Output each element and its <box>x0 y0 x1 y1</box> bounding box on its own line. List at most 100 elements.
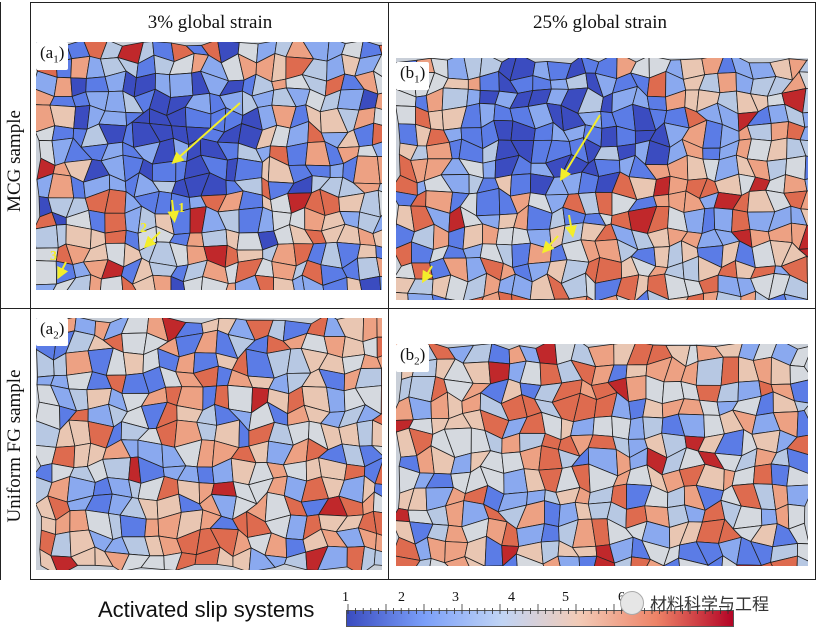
grain <box>798 71 808 89</box>
grain <box>372 53 382 77</box>
column-divider <box>388 2 389 580</box>
grain <box>768 293 787 300</box>
grain <box>211 481 237 497</box>
watermark: 材料科学与工程 <box>620 590 769 615</box>
grain <box>39 548 58 570</box>
grain <box>398 123 419 147</box>
grain <box>754 290 770 300</box>
grain <box>683 208 706 234</box>
grain <box>186 232 205 248</box>
grain <box>502 553 518 566</box>
grain <box>481 291 501 300</box>
grain <box>585 295 594 300</box>
grain <box>468 295 485 300</box>
grain <box>201 276 229 290</box>
grain <box>36 224 59 249</box>
grain <box>352 155 381 185</box>
grain <box>797 248 808 258</box>
grain <box>653 246 670 269</box>
grain <box>807 283 808 300</box>
grain <box>495 227 515 246</box>
grain <box>36 260 58 286</box>
grain <box>593 555 616 566</box>
figure-frame <box>30 2 816 580</box>
grain <box>234 157 263 182</box>
grain <box>376 156 382 185</box>
grain <box>380 385 382 415</box>
grain <box>800 208 808 226</box>
grain <box>646 95 668 112</box>
grain <box>789 364 808 385</box>
grain <box>796 409 808 438</box>
grain <box>542 555 561 566</box>
grain <box>170 275 186 290</box>
wechat-icon <box>620 590 644 615</box>
grain <box>373 107 382 126</box>
grain <box>476 187 501 217</box>
grain <box>196 466 215 485</box>
colorbar-tick-4: 4 <box>508 590 515 605</box>
grain <box>695 356 724 386</box>
grain <box>598 294 618 300</box>
grain <box>144 518 160 538</box>
grain <box>736 564 763 566</box>
grain <box>678 557 709 566</box>
grain <box>381 367 382 387</box>
grain <box>630 556 651 566</box>
grain <box>104 212 127 234</box>
grain <box>717 72 737 94</box>
grain <box>707 555 724 566</box>
grain <box>119 514 147 538</box>
grain <box>713 207 734 233</box>
grain <box>427 109 444 131</box>
grain <box>346 276 362 290</box>
grain <box>783 293 808 300</box>
grain <box>804 178 808 192</box>
grain <box>227 384 253 414</box>
column-title-25pct: 25% global strain <box>532 12 668 33</box>
grain <box>740 290 757 300</box>
grain <box>375 256 382 278</box>
figure-left-border <box>0 2 1 580</box>
grain <box>431 294 447 300</box>
grain <box>329 162 344 178</box>
grain <box>592 415 614 437</box>
grain <box>377 182 382 193</box>
grain <box>376 355 382 369</box>
grain <box>292 274 305 290</box>
grain <box>796 555 808 566</box>
grain <box>377 189 382 219</box>
grain <box>36 283 58 290</box>
panel-label-b1: (b1) <box>396 62 430 91</box>
grain <box>600 125 618 148</box>
grain <box>372 70 382 95</box>
grain <box>802 112 808 128</box>
grain <box>503 468 529 495</box>
grain <box>770 463 790 487</box>
grain <box>635 289 649 300</box>
grain <box>611 415 632 440</box>
grain <box>800 190 808 210</box>
grain <box>371 122 382 146</box>
colorbar-tick-5: 5 <box>562 590 569 605</box>
grain <box>100 275 124 290</box>
grain <box>225 282 236 290</box>
grain <box>721 555 738 566</box>
grain <box>646 558 665 566</box>
grain-map-b1 <box>396 58 808 300</box>
grain <box>443 556 470 566</box>
grain <box>788 522 808 545</box>
grain <box>625 375 647 403</box>
grain <box>802 87 808 114</box>
grain <box>234 274 261 290</box>
grain <box>358 445 382 468</box>
grain <box>374 92 382 110</box>
grain <box>786 484 808 507</box>
grain <box>53 76 73 97</box>
row-label-mcg: MCG sample <box>4 110 25 212</box>
grain <box>720 356 740 386</box>
grain <box>557 555 580 566</box>
grain <box>529 298 556 300</box>
grain <box>769 555 798 566</box>
row-label-fg: Uniform FG sample <box>4 369 25 523</box>
